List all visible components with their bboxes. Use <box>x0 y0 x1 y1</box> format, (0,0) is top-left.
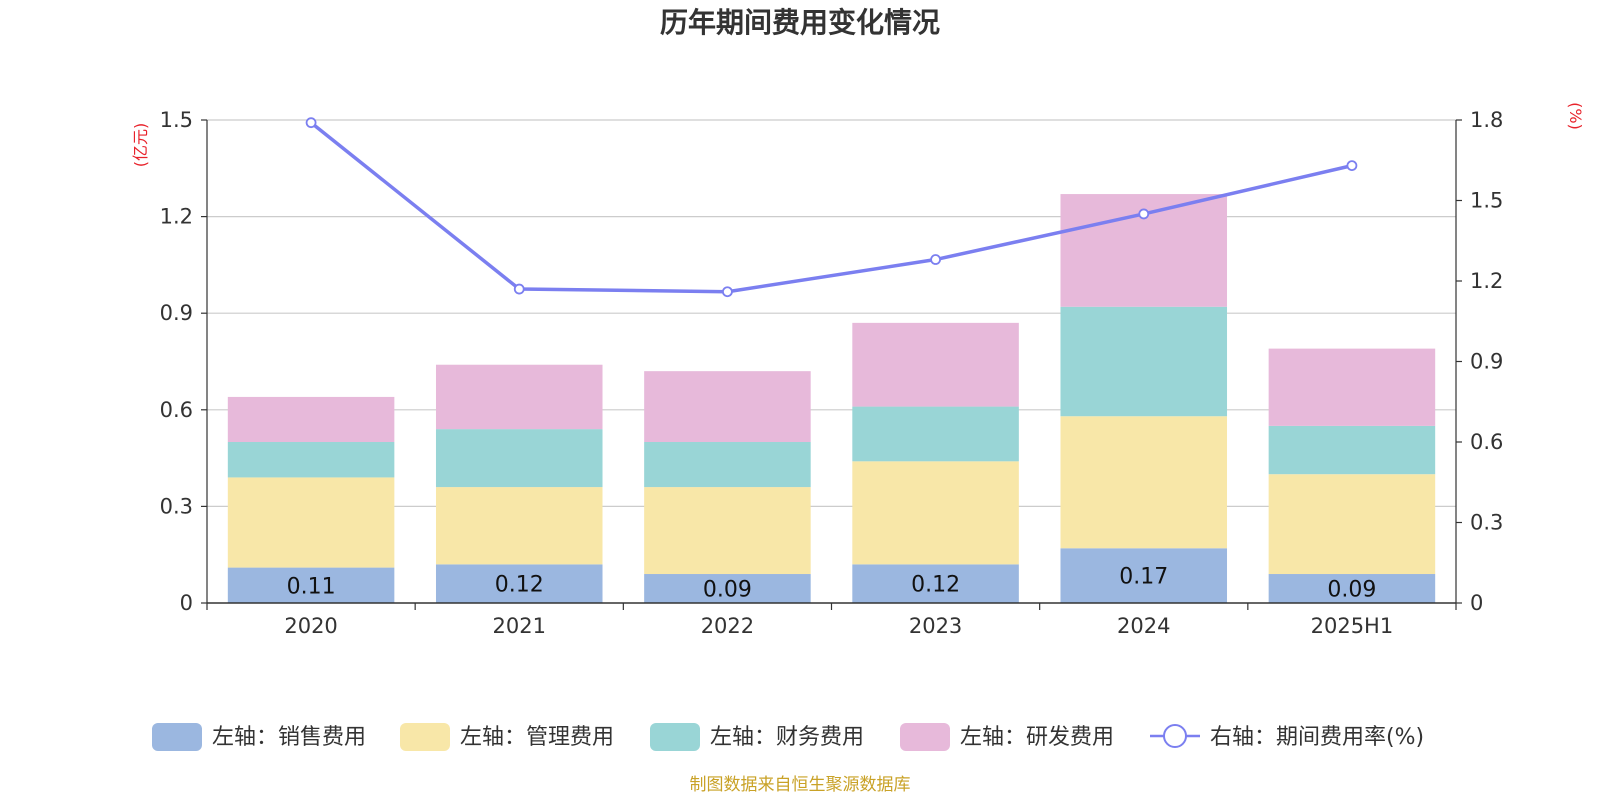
bar-2-2022 <box>644 487 811 575</box>
bar-2-2025H1 <box>1268 474 1436 575</box>
legend-label: 左轴：销售费用 <box>212 725 366 750</box>
left-tick-label: 0 <box>180 591 193 615</box>
bar-1-2023 <box>852 564 1019 603</box>
bar-2-2020 <box>227 477 395 568</box>
legend-swatch <box>900 723 950 751</box>
right-tick-label: 1.5 <box>1470 189 1503 213</box>
right-tick-label: 0 <box>1470 591 1483 615</box>
rate-point <box>305 117 317 129</box>
bar-3-2025H1 <box>1268 425 1436 475</box>
left-tick-label: 0.9 <box>160 301 193 325</box>
right-y-axis: 0 0.3 0.6 0.9 1.2 1.5 1.8 <box>1456 108 1503 615</box>
bar-4-2023 <box>852 322 1019 407</box>
bar-2-2024 <box>1060 416 1228 549</box>
bar-data-label: 0.12 <box>911 573 960 598</box>
rate-point <box>513 283 525 295</box>
bar-4-2025H1 <box>1268 348 1436 426</box>
legend-label: 左轴：研发费用 <box>960 725 1114 750</box>
left-tick-label: 0.6 <box>160 398 193 422</box>
rate-line <box>309 121 1353 294</box>
rate-point <box>1346 160 1358 172</box>
legend-label: 左轴：财务费用 <box>710 725 864 750</box>
bar-data-label: 0.11 <box>287 574 336 599</box>
bar-data-label: 0.12 <box>495 573 544 598</box>
grid-lines <box>207 119 1456 507</box>
bar-4-2020 <box>227 396 395 442</box>
x-tick-label: 2023 <box>909 614 962 638</box>
bar-3-2021 <box>435 429 603 488</box>
bar-data-label: 0.09 <box>1327 578 1376 603</box>
right-axis-unit: (%) <box>1566 102 1585 130</box>
legend-label: 左轴：管理费用 <box>460 725 614 750</box>
right-tick-label: 0.3 <box>1470 511 1503 535</box>
bar-3-2022 <box>644 442 811 488</box>
left-y-axis: 0 0.3 0.6 0.9 1.2 1.5 <box>160 108 207 615</box>
x-tick-label: 2020 <box>284 614 337 638</box>
x-tick-label: 2024 <box>1117 614 1170 638</box>
left-tick-label: 1.5 <box>160 108 193 132</box>
legend-swatch <box>400 723 450 751</box>
bar-data-label: 0.17 <box>1119 565 1168 590</box>
bar-1-2021 <box>435 564 603 603</box>
rate-point <box>722 286 733 298</box>
source-note: 制图数据来自恒生聚源数据库 <box>690 775 911 795</box>
legend-label: 右轴：期间费用率(%) <box>1210 725 1424 750</box>
bar-1-2024 <box>1060 548 1228 603</box>
bar-1-2020 <box>227 567 395 603</box>
bar-4-2021 <box>435 364 603 430</box>
right-tick-label: 0.6 <box>1470 430 1503 454</box>
right-tick-label: 1.8 <box>1470 108 1503 132</box>
bar-3-2024 <box>1060 306 1228 417</box>
bar-1-2022 <box>644 574 811 603</box>
rate-point <box>930 254 941 265</box>
bar-4-2022 <box>644 371 811 442</box>
right-tick-label: 0.9 <box>1470 350 1503 374</box>
legend-swatch <box>152 723 202 751</box>
bar-data-label: 0.09 <box>703 578 752 603</box>
bar-3-2023 <box>852 406 1019 462</box>
legend-swatch <box>650 723 700 751</box>
rate-point <box>1138 208 1150 220</box>
x-tick-label: 2025H1 <box>1311 614 1394 638</box>
right-tick-label: 1.2 <box>1470 269 1503 293</box>
left-axis-unit: (亿元) <box>131 123 150 168</box>
x-tick-label: 2021 <box>493 614 546 638</box>
bar-series-group <box>227 194 1436 603</box>
legend-line-marker <box>1163 724 1187 748</box>
x-tick-label: 2022 <box>701 614 754 638</box>
x-axis: 2020 2021 2022 2023 2024 2025H1 <box>206 603 1457 638</box>
bar-2-2023 <box>852 461 1019 565</box>
left-tick-label: 1.2 <box>160 205 193 229</box>
bar-3-2020 <box>227 442 395 478</box>
line-series-group <box>305 117 1358 298</box>
chart-title: 历年期间费用变化情况 <box>660 6 940 39</box>
legend: 左轴：销售费用 左轴：管理费用 左轴：财务费用 左轴：研发费用 右轴：期间费用率(%) <box>152 723 1424 751</box>
bar-label-group: 0.11 0.12 0.09 0.12 0.17 0.09 <box>287 565 1377 603</box>
bar-1-2025H1 <box>1268 574 1436 603</box>
bar-2-2021 <box>435 487 603 565</box>
left-tick-label: 0.3 <box>160 494 193 518</box>
